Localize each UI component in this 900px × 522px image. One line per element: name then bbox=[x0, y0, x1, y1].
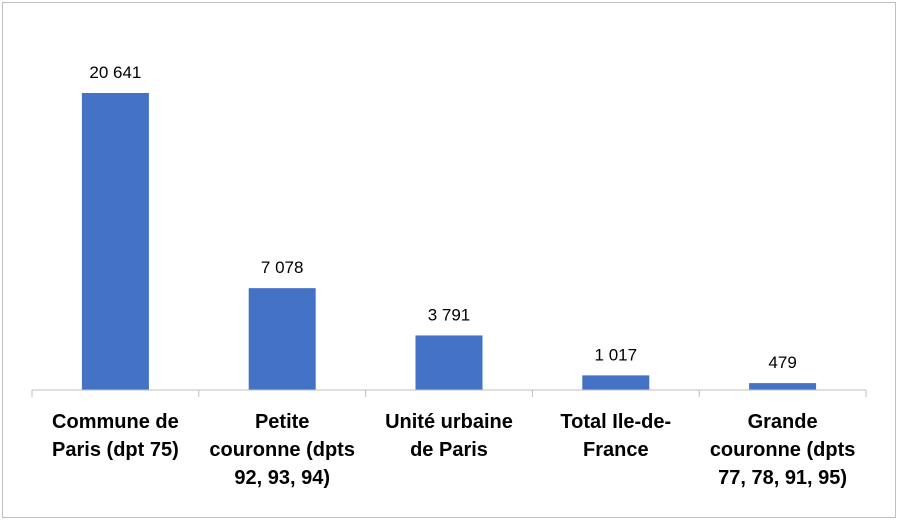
value-label-4: 1 017 bbox=[595, 345, 638, 364]
category-label-1: Commune de Paris (dpt 75) bbox=[52, 411, 179, 461]
bar-4 bbox=[582, 375, 650, 390]
bar-5 bbox=[749, 383, 817, 390]
value-labels-group: 20 641 7 078 3 791 1 017 479 bbox=[89, 63, 796, 372]
category-label-5: Grande couronne (dpts 77, 78, 91, 95) bbox=[710, 411, 856, 489]
value-label-5: 479 bbox=[768, 353, 796, 372]
category-label-3: Unité urbaine de Paris bbox=[385, 411, 513, 461]
category-labels-group: Commune de Paris (dpt 75) Petite couronne (… bbox=[52, 411, 855, 489]
category-label-2: Petite couronne (dpts 92, 93, 94) bbox=[209, 411, 355, 489]
category-label-4: Total Ile-de-France bbox=[560, 411, 671, 461]
value-label-2: 7 078 bbox=[261, 258, 304, 277]
value-label-1: 20 641 bbox=[89, 63, 141, 82]
bar-1 bbox=[81, 93, 149, 390]
x-axis bbox=[31, 389, 867, 397]
bar-3 bbox=[415, 335, 483, 390]
bar-2 bbox=[248, 288, 316, 390]
bars-group bbox=[81, 93, 817, 390]
value-label-3: 3 791 bbox=[428, 305, 471, 324]
